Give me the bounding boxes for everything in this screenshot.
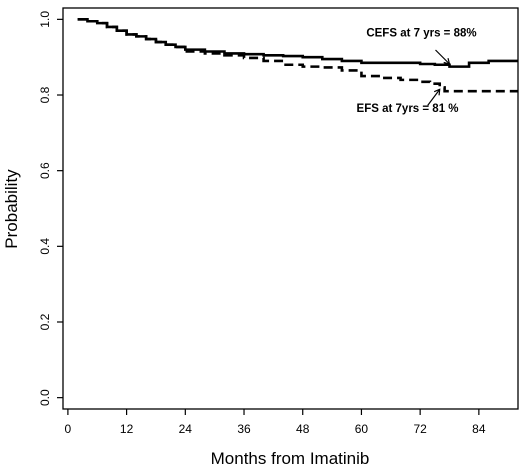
efs-curve	[77, 18, 518, 93]
x-tick-label: 72	[413, 422, 427, 436]
annotation-layer: CEFS at 7 yrs = 88% EFS at 7yrs = 81 %	[357, 27, 477, 115]
plot-frame	[62, 7, 519, 410]
y-tick-label: 0.4	[38, 238, 52, 255]
y-tick-label: 0.2	[38, 313, 52, 330]
y-axis-title: Probability	[2, 169, 21, 249]
annotation-label: CEFS at 7 yrs = 88%	[366, 27, 476, 39]
y-axis: 0.0 0.2 0.4 0.6 0.8 1.0	[38, 11, 63, 406]
series-layer	[77, 18, 518, 93]
y-tick-label: 0.0	[38, 389, 52, 406]
annotation-arrow	[435, 49, 450, 65]
x-tick-label: 84	[472, 422, 486, 436]
x-tick-label: 0	[65, 422, 72, 436]
x-tick-label: 36	[237, 422, 251, 436]
annotation-arrowhead	[433, 88, 441, 96]
x-tick-label: 24	[179, 422, 193, 436]
y-tick-label: 0.8	[38, 86, 52, 103]
x-axis: 0 12 24 36 48 60 72 84	[65, 409, 486, 436]
y-tick-label: 0.6	[38, 162, 52, 179]
x-tick-label: 48	[296, 422, 310, 436]
y-tick-label: 1.0	[38, 11, 52, 28]
annotation-arrow	[427, 88, 441, 106]
x-tick-label: 60	[355, 422, 369, 436]
x-tick-label: 12	[120, 422, 134, 436]
annotation-label: EFS at 7yrs = 81 %	[357, 103, 459, 115]
x-axis-title: Months from Imatinib	[211, 449, 370, 468]
annotation-arrowhead	[443, 58, 451, 65]
